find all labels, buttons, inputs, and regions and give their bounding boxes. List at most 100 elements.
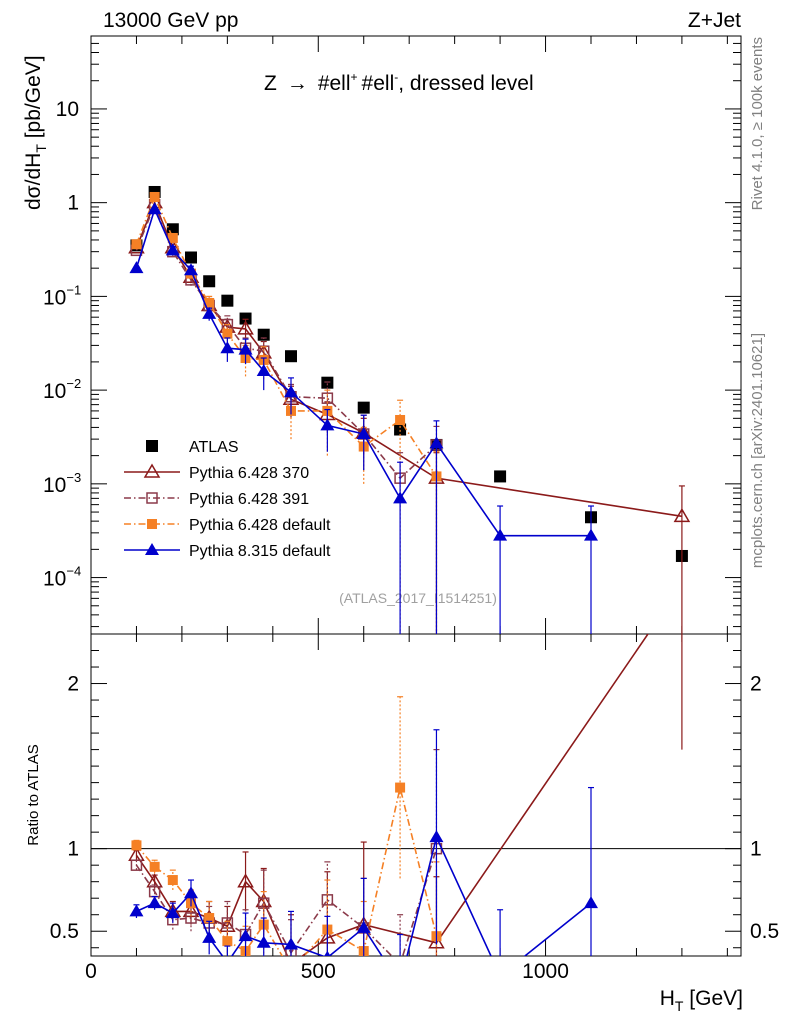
data-point: [285, 350, 297, 363]
analysis-watermark: (ATLAS_2017_I1514251): [339, 590, 497, 606]
data-point: [220, 341, 235, 354]
ratio-series-0: [128, 634, 683, 956]
ratio-point: [204, 913, 215, 924]
ratio-panel-frame: [90, 633, 742, 957]
data-point: [239, 312, 252, 325]
data-point: [237, 320, 254, 335]
ratio-point: [286, 966, 296, 976]
main-y-axis-label: dσ/dHT [pb/GeV]: [22, 55, 49, 210]
ratio-point: [130, 859, 143, 871]
series-line: [135, 202, 437, 480]
axis-ticks: [90, 35, 741, 956]
legend-entry-0: ATLAS: [146, 439, 239, 456]
data-point: [356, 427, 371, 440]
ratio-point: [149, 861, 160, 872]
data-point: [494, 470, 507, 483]
ratio-point: [185, 912, 197, 924]
ratio-point: [429, 830, 444, 843]
data-point: [584, 528, 598, 541]
ratio-point: [165, 906, 180, 919]
x-axis-label: HT [GeV]: [660, 987, 743, 1014]
ratio-point: [184, 886, 198, 899]
ratio-y-tick-label-right: 0.5: [750, 920, 779, 943]
series-line: [135, 206, 591, 537]
data-point: [167, 232, 178, 243]
ratio-series-1: [130, 748, 443, 969]
data-point: [149, 191, 160, 202]
ratio-point: [129, 904, 144, 917]
x-tick-label: 0: [85, 960, 97, 983]
ratio-point: [237, 873, 254, 888]
legend: ATLAS Pythia 6.428 370 Pythia 6.428 391 Pyt…: [124, 439, 331, 560]
data-point: [321, 376, 334, 389]
data-point: [202, 306, 217, 319]
legend-label: Pythia 8.315 default: [189, 543, 331, 560]
data-point: [238, 342, 253, 355]
header-right: Z+Jet: [688, 9, 741, 32]
ratio-point: [493, 969, 507, 981]
x-tick-label: 500: [301, 960, 336, 983]
mcplots-credit-text: mcplots.cern.ch [arXiv:2401.10621]: [749, 333, 766, 568]
data-point: [185, 251, 197, 264]
ratio-point: [428, 934, 445, 949]
rivet-version-text: Rivet 4.1.0, ≥ 100k events: [749, 37, 766, 210]
main-y-tick-label: 10−3: [43, 470, 81, 497]
ratio-point: [182, 902, 200, 918]
x-tick-labels: 0 500 1000: [85, 960, 569, 983]
ratio-y-tick-label: 1: [67, 838, 79, 861]
ratio-point: [222, 936, 233, 947]
ratio-y-tick-label-right: 1: [750, 838, 762, 861]
data-point: [320, 418, 335, 431]
legend-label: Pythia 6.428 default: [189, 517, 331, 534]
ratio-point: [131, 840, 142, 851]
data-point: [221, 294, 234, 307]
ratio-y-axis-label: Ratio to ATLAS: [25, 744, 42, 845]
legend-marker: [147, 519, 157, 529]
legend-entry-1: Pythia 6.428 370: [124, 463, 309, 482]
ratio-point: [147, 896, 162, 909]
header-left: 13000 GeV pp: [103, 9, 238, 32]
ratio-series-2: [131, 696, 442, 976]
legend-entry-2: Pythia 6.428 391: [124, 491, 309, 508]
data-point: [129, 261, 144, 274]
data-point: [147, 202, 162, 215]
data-point: [184, 263, 198, 276]
legend-entry-3: Pythia 6.428 default: [124, 517, 331, 534]
ratio-series-layer: [128, 634, 683, 989]
x-tick-label: 1000: [522, 960, 569, 983]
data-point: [204, 298, 215, 309]
ratio-y-tick-label-right: 2: [750, 673, 762, 696]
main-y-tick-label: 10: [56, 98, 79, 121]
data-point: [222, 328, 233, 339]
ratio-point: [202, 930, 217, 943]
main-y-tick-labels: 10 1 10−1 10−2 10−3 10−4: [43, 98, 81, 591]
data-point: [493, 528, 508, 541]
main-y-tick-label: 10−4: [43, 564, 81, 591]
ratio-point: [393, 977, 407, 989]
ratio-point: [395, 959, 405, 969]
ratio-y-tick-label: 2: [67, 673, 79, 696]
data-point: [673, 507, 691, 523]
main-y-tick-label: 10−2: [43, 376, 81, 403]
data-point: [393, 491, 408, 504]
data-point: [256, 363, 271, 376]
legend-entry-4: Pythia 8.315 default: [124, 543, 331, 560]
legend-label: Pythia 6.428 370: [189, 465, 309, 482]
data-point: [394, 423, 407, 436]
ratio-point: [584, 896, 598, 909]
main-series-4: [129, 202, 598, 634]
ratio-series-3: [129, 729, 598, 989]
data-point: [429, 436, 444, 449]
ratio-point: [324, 950, 331, 956]
ratio-point: [167, 875, 178, 886]
ratio-point: [395, 782, 406, 793]
legend-marker: [146, 492, 158, 504]
ratio-y-tick-label: 0.5: [50, 920, 79, 943]
ratio-point: [256, 935, 271, 948]
main-y-tick-label: 1: [67, 192, 79, 215]
data-point: [357, 401, 370, 414]
ratio-point: [227, 955, 228, 956]
main-title: Z → #ell+ #ell-, dressed level: [264, 70, 534, 95]
data-point: [165, 243, 180, 256]
